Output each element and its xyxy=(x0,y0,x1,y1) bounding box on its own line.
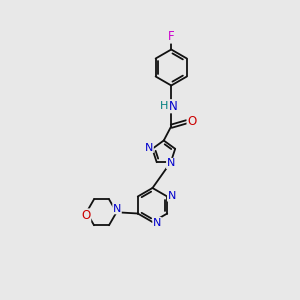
Text: N: N xyxy=(145,142,153,152)
Text: N: N xyxy=(169,100,178,113)
Text: N: N xyxy=(113,204,121,214)
Text: H: H xyxy=(160,101,168,111)
Text: O: O xyxy=(187,115,196,128)
Text: N: N xyxy=(153,218,161,227)
Text: O: O xyxy=(81,209,91,222)
Text: F: F xyxy=(168,30,175,43)
Text: N: N xyxy=(167,191,176,201)
Text: N: N xyxy=(167,158,175,169)
